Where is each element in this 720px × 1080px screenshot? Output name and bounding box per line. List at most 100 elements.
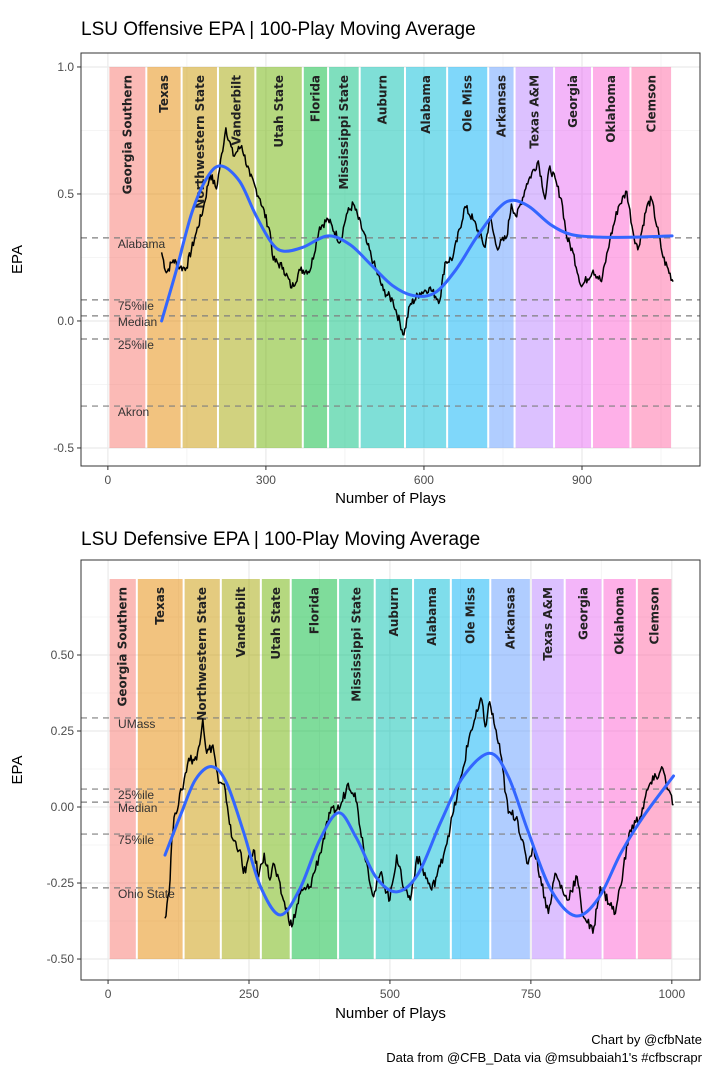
game-label: Alabama bbox=[425, 587, 439, 646]
game-label: Florida bbox=[307, 587, 321, 634]
moving-average-line bbox=[160, 127, 674, 336]
game-label: Mississippi State bbox=[337, 75, 351, 190]
game-band bbox=[515, 66, 554, 448]
game-label: Auburn bbox=[375, 75, 389, 124]
game-label: Arkansas bbox=[494, 75, 508, 137]
reference-label: UMass bbox=[118, 717, 155, 731]
reference-label: 75%ile bbox=[118, 299, 154, 313]
game-label: Utah State bbox=[269, 587, 283, 660]
y-tick-label: -0.50 bbox=[47, 952, 75, 966]
game-label: Georgia bbox=[566, 75, 580, 128]
game-band bbox=[565, 579, 602, 960]
smooth-trend-line bbox=[160, 164, 674, 323]
game-band bbox=[448, 66, 488, 448]
reference-label: 75%ile bbox=[118, 833, 154, 847]
game-label: Georgia Southern bbox=[116, 587, 130, 706]
game-label: Utah State bbox=[272, 75, 286, 148]
y-axis-title: EPA bbox=[9, 245, 26, 274]
game-label: Clemson bbox=[648, 587, 662, 645]
game-band bbox=[109, 579, 136, 960]
game-label: Florida bbox=[308, 75, 322, 122]
x-axis-title: Number of Plays bbox=[335, 490, 446, 507]
game-label: Mississippi State bbox=[349, 587, 363, 702]
y-tick-label: -0.25 bbox=[47, 876, 75, 890]
game-label: Ole Miss bbox=[464, 587, 478, 644]
game-band bbox=[637, 579, 672, 960]
game-band bbox=[303, 66, 328, 448]
x-tick-label: 0 bbox=[105, 987, 112, 1001]
chart-title: LSU Offensive EPA | 100-Play Moving Aver… bbox=[81, 19, 476, 40]
game-band bbox=[261, 579, 290, 960]
game-label: Auburn bbox=[387, 587, 401, 636]
game-band bbox=[555, 66, 592, 448]
game-label: Arkansas bbox=[504, 587, 518, 649]
game-band bbox=[339, 579, 374, 960]
game-label: Texas A&M bbox=[527, 75, 541, 149]
y-tick-label: 0.25 bbox=[51, 724, 75, 738]
y-tick-label: -0.5 bbox=[53, 441, 74, 455]
reference-label: 25%ile bbox=[118, 788, 154, 802]
reference-label: 25%ile bbox=[118, 338, 154, 352]
moving-average-line bbox=[164, 697, 674, 934]
game-band bbox=[147, 66, 181, 448]
game-band bbox=[184, 579, 220, 960]
reference-label: Alabama bbox=[118, 237, 166, 251]
x-tick-label: 300 bbox=[256, 473, 276, 487]
reference-label: Median bbox=[118, 315, 157, 329]
x-tick-label: 750 bbox=[521, 987, 541, 1001]
game-label: Clemson bbox=[644, 75, 658, 133]
caption-source: Data from @CFB_Data via @msubbaiah1's #c… bbox=[386, 1050, 702, 1065]
y-tick-label: 0.0 bbox=[57, 314, 74, 328]
reference-label: Akron bbox=[118, 405, 149, 419]
game-label: Ole Miss bbox=[461, 75, 475, 132]
game-label: Alabama bbox=[419, 75, 433, 134]
smooth-trend-line bbox=[163, 751, 676, 918]
game-band bbox=[221, 579, 260, 960]
game-band bbox=[593, 66, 630, 448]
game-label: Oklahoma bbox=[604, 75, 618, 143]
x-tick-label: 1000 bbox=[658, 987, 685, 1001]
game-band bbox=[491, 579, 530, 960]
x-tick-label: 900 bbox=[572, 473, 592, 487]
game-label: Northwestern State bbox=[193, 75, 207, 209]
game-label: Georgia Southern bbox=[120, 75, 134, 194]
game-label: Texas bbox=[157, 75, 171, 113]
game-band bbox=[109, 66, 146, 448]
game-band bbox=[256, 66, 302, 448]
game-band bbox=[375, 579, 413, 960]
game-label: Georgia bbox=[577, 587, 591, 640]
x-tick-label: 0 bbox=[105, 473, 112, 487]
defensive-epa-chart: LSU Defensive EPA | 100-Play Moving Aver… bbox=[9, 529, 701, 1022]
caption-credit: Chart by @cfbNate bbox=[591, 1032, 702, 1047]
game-label: Texas bbox=[153, 587, 167, 625]
chart-title: LSU Defensive EPA | 100-Play Moving Aver… bbox=[81, 529, 480, 550]
x-tick-label: 500 bbox=[380, 987, 400, 1001]
game-band bbox=[137, 579, 183, 960]
game-band bbox=[405, 66, 447, 448]
game-band bbox=[531, 579, 564, 960]
y-tick-label: 0.50 bbox=[51, 648, 75, 662]
x-axis-title: Number of Plays bbox=[335, 1005, 446, 1022]
game-label: Vanderbilt bbox=[230, 75, 244, 146]
panel-border bbox=[80, 559, 701, 981]
game-band bbox=[329, 66, 359, 448]
game-band bbox=[603, 579, 636, 960]
y-tick-label: 0.00 bbox=[51, 800, 75, 814]
y-axis-title: EPA bbox=[9, 756, 26, 785]
y-tick-label: 1.0 bbox=[57, 60, 74, 74]
reference-label: Ohio State bbox=[118, 887, 175, 901]
game-band bbox=[489, 66, 514, 448]
x-tick-label: 250 bbox=[239, 987, 259, 1001]
game-band bbox=[414, 579, 450, 960]
game-label: Oklahoma bbox=[613, 587, 627, 655]
game-band bbox=[360, 66, 404, 448]
game-label: Northwestern State bbox=[195, 587, 209, 721]
game-label: Vanderbilt bbox=[234, 587, 248, 658]
offensive-epa-chart: LSU Offensive EPA | 100-Play Moving Aver… bbox=[9, 19, 701, 507]
panel-border bbox=[80, 52, 701, 467]
x-tick-label: 600 bbox=[414, 473, 434, 487]
reference-label: Median bbox=[118, 801, 157, 815]
game-label: Texas A&M bbox=[541, 587, 555, 661]
y-tick-label: 0.5 bbox=[57, 187, 74, 201]
